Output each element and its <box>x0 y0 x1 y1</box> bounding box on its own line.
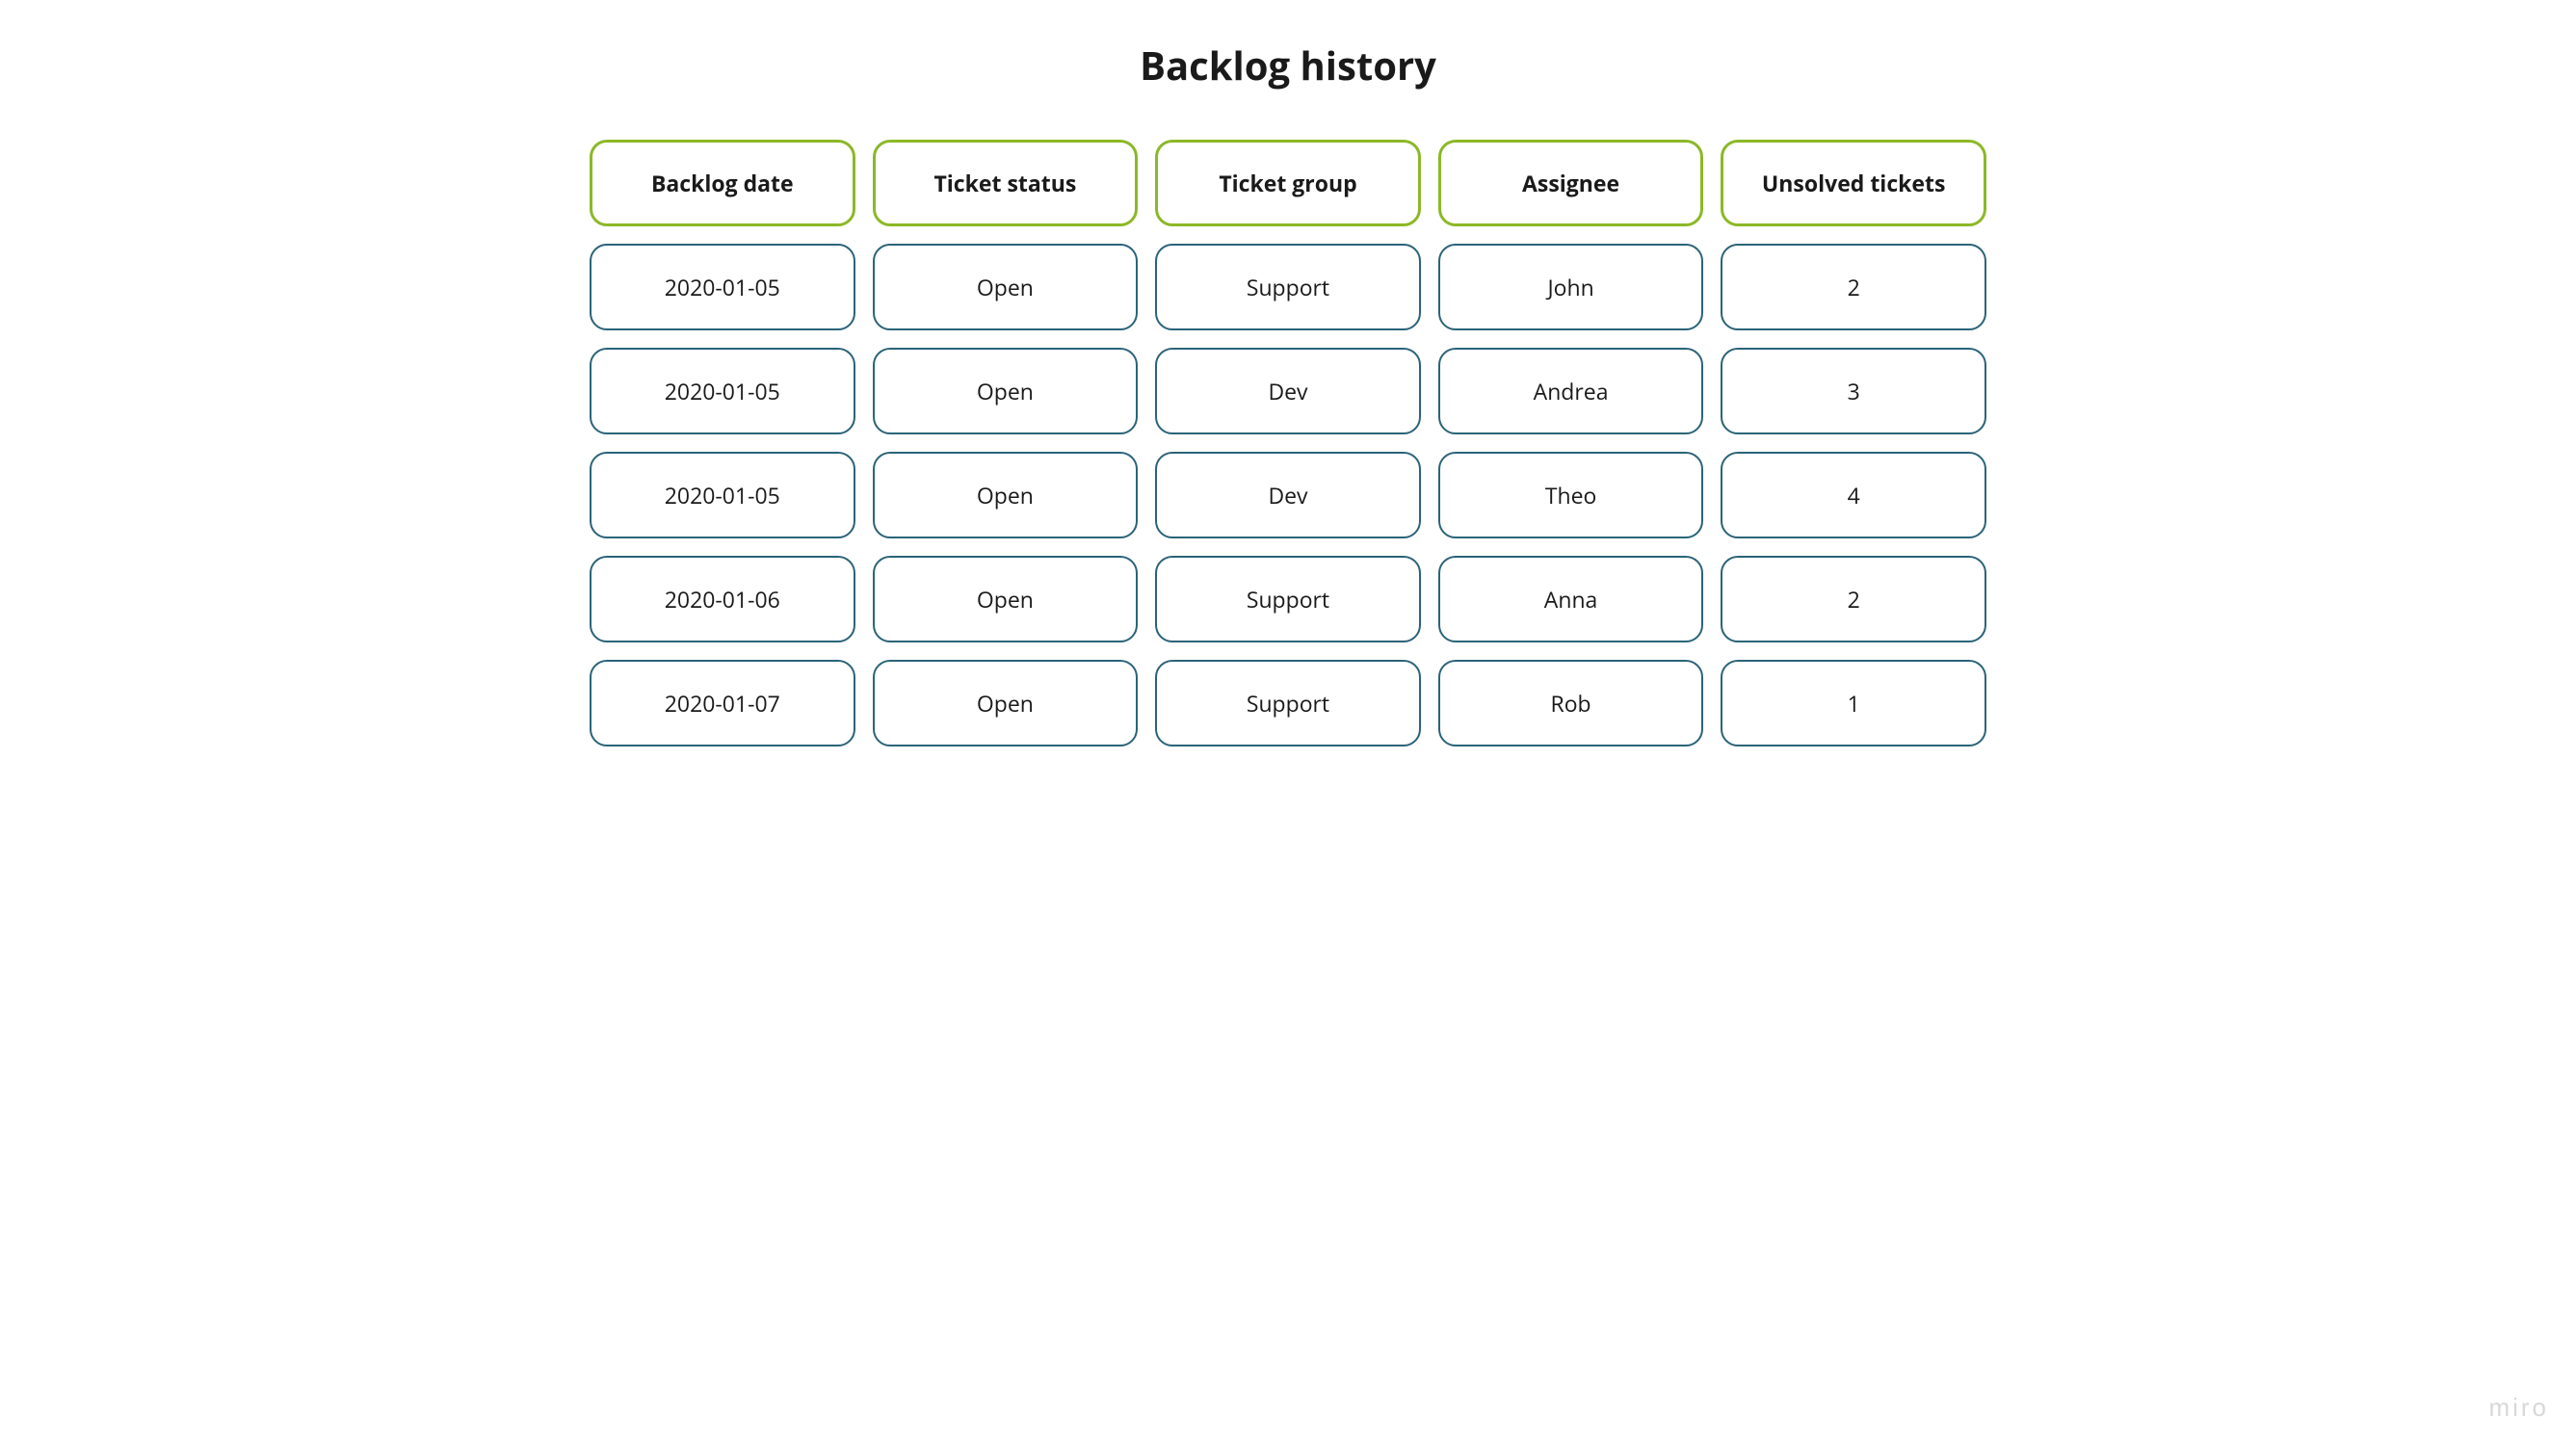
table-cell: Dev <box>1155 452 1421 538</box>
table-cell: Anna <box>1438 556 1704 642</box>
table-row: 2020-01-07 Open Support Rob 1 <box>590 660 1986 746</box>
table-cell: Theo <box>1438 452 1704 538</box>
miro-watermark: miro <box>2488 1393 2549 1423</box>
table-cell: 2020-01-05 <box>590 348 855 434</box>
table-cell: Support <box>1155 660 1421 746</box>
table-cell: Support <box>1155 556 1421 642</box>
table-cell: 2020-01-05 <box>590 244 855 330</box>
table-cell: 4 <box>1721 452 1986 538</box>
table-row: 2020-01-05 Open Dev Andrea 3 <box>590 348 1986 434</box>
table-cell: Dev <box>1155 348 1421 434</box>
table-cell: Open <box>873 452 1139 538</box>
table-cell: Rob <box>1438 660 1704 746</box>
column-header: Backlog date <box>590 140 855 226</box>
table-cell: John <box>1438 244 1704 330</box>
column-header: Ticket status <box>873 140 1139 226</box>
table-cell: Open <box>873 556 1139 642</box>
table-cell: Support <box>1155 244 1421 330</box>
table-row: 2020-01-05 Open Dev Theo 4 <box>590 452 1986 538</box>
table-cell: 2020-01-05 <box>590 452 855 538</box>
table-row: 2020-01-05 Open Support John 2 <box>590 244 1986 330</box>
table-cell: Open <box>873 660 1139 746</box>
table-cell: 3 <box>1721 348 1986 434</box>
column-header: Unsolved tickets <box>1721 140 1986 226</box>
table-cell: 2020-01-06 <box>590 556 855 642</box>
column-header: Assignee <box>1438 140 1704 226</box>
table-cell: 2020-01-07 <box>590 660 855 746</box>
page-title: Backlog history <box>19 39 2557 92</box>
table-cell: Open <box>873 348 1139 434</box>
table-cell: 2 <box>1721 244 1986 330</box>
table-header-row: Backlog date Ticket status Ticket group … <box>590 140 1986 226</box>
table-cell: Open <box>873 244 1139 330</box>
table-cell: 2 <box>1721 556 1986 642</box>
table-row: 2020-01-06 Open Support Anna 2 <box>590 556 1986 642</box>
backlog-table: Backlog date Ticket status Ticket group … <box>590 140 1986 746</box>
column-header: Ticket group <box>1155 140 1421 226</box>
table-cell: 1 <box>1721 660 1986 746</box>
table-cell: Andrea <box>1438 348 1704 434</box>
